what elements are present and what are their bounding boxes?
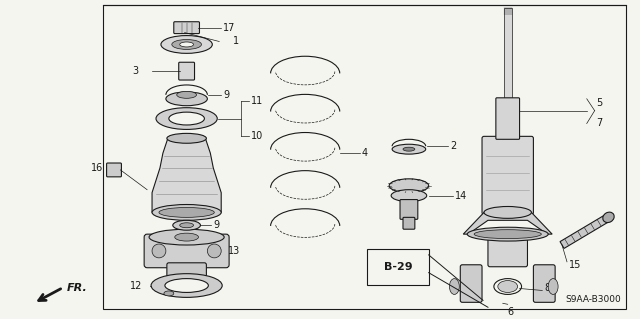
Ellipse shape: [603, 212, 614, 223]
Ellipse shape: [467, 227, 548, 241]
FancyBboxPatch shape: [496, 98, 520, 139]
Ellipse shape: [165, 278, 209, 293]
Polygon shape: [152, 138, 221, 212]
Ellipse shape: [391, 190, 427, 202]
Ellipse shape: [169, 112, 204, 125]
FancyBboxPatch shape: [460, 265, 482, 302]
FancyBboxPatch shape: [107, 163, 122, 177]
Ellipse shape: [161, 35, 212, 53]
Ellipse shape: [484, 206, 531, 218]
Ellipse shape: [177, 91, 196, 98]
Ellipse shape: [498, 281, 518, 293]
Text: 2: 2: [451, 141, 457, 151]
Ellipse shape: [474, 230, 541, 239]
Ellipse shape: [166, 92, 207, 106]
Text: 9: 9: [223, 90, 229, 100]
Ellipse shape: [164, 291, 174, 296]
Text: 5: 5: [596, 98, 603, 108]
Text: 12: 12: [130, 280, 142, 291]
Text: 8: 8: [544, 284, 550, 293]
FancyBboxPatch shape: [403, 217, 415, 229]
Polygon shape: [560, 214, 611, 249]
Bar: [367, 249, 429, 285]
Ellipse shape: [167, 133, 206, 143]
Ellipse shape: [151, 274, 222, 297]
Text: 15: 15: [569, 260, 581, 270]
FancyBboxPatch shape: [400, 200, 418, 219]
Text: 14: 14: [455, 191, 468, 201]
Ellipse shape: [403, 147, 415, 151]
FancyBboxPatch shape: [488, 232, 527, 267]
Ellipse shape: [173, 220, 200, 230]
Ellipse shape: [172, 40, 202, 49]
Polygon shape: [463, 212, 552, 234]
Text: 11: 11: [251, 96, 263, 106]
Text: 3: 3: [132, 66, 138, 76]
Text: 6: 6: [508, 307, 514, 317]
Ellipse shape: [389, 179, 429, 193]
Ellipse shape: [175, 233, 198, 241]
Text: 13: 13: [228, 246, 241, 256]
Text: 16: 16: [92, 163, 104, 173]
Text: 9: 9: [213, 220, 220, 230]
Bar: [102, 5, 627, 309]
Ellipse shape: [156, 108, 217, 130]
FancyBboxPatch shape: [174, 22, 200, 33]
Circle shape: [207, 244, 221, 258]
Text: B-29: B-29: [384, 262, 412, 272]
Bar: [504, 8, 511, 99]
FancyBboxPatch shape: [144, 234, 229, 268]
Ellipse shape: [449, 278, 460, 294]
Ellipse shape: [548, 278, 558, 294]
FancyBboxPatch shape: [167, 263, 206, 294]
Text: 17: 17: [223, 23, 236, 33]
Ellipse shape: [180, 42, 193, 47]
FancyBboxPatch shape: [179, 62, 195, 80]
Text: 10: 10: [251, 131, 263, 141]
Text: S9AA-B3000: S9AA-B3000: [566, 295, 621, 304]
Text: 4: 4: [362, 148, 367, 158]
Text: 1: 1: [233, 36, 239, 47]
Text: 7: 7: [596, 117, 603, 128]
Ellipse shape: [159, 207, 214, 217]
Text: FR.: FR.: [67, 284, 88, 293]
FancyBboxPatch shape: [482, 136, 533, 214]
FancyBboxPatch shape: [533, 265, 555, 302]
Ellipse shape: [152, 204, 221, 220]
Ellipse shape: [392, 144, 426, 154]
Ellipse shape: [149, 229, 224, 245]
Ellipse shape: [494, 278, 522, 294]
Ellipse shape: [180, 223, 193, 228]
Circle shape: [152, 244, 166, 258]
